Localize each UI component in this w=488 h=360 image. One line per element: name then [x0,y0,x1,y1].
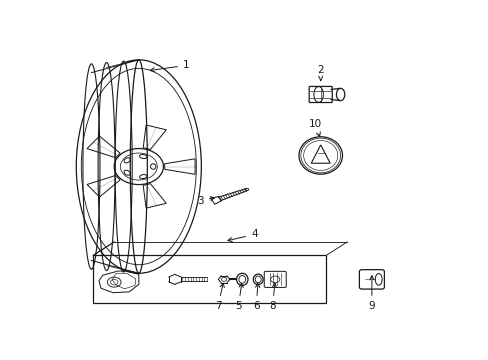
Ellipse shape [245,188,248,191]
Text: 3: 3 [197,195,214,206]
Text: 5: 5 [235,283,243,311]
Text: 8: 8 [269,283,276,311]
Ellipse shape [374,274,381,285]
Text: 10: 10 [308,118,322,136]
Polygon shape [210,197,221,204]
Text: 9: 9 [368,276,374,311]
Text: 1: 1 [150,60,189,72]
Text: 2: 2 [317,64,324,81]
Text: 7: 7 [214,283,224,311]
Text: 4: 4 [227,229,257,242]
Bar [93,255,326,303]
Text: 6: 6 [252,283,259,311]
